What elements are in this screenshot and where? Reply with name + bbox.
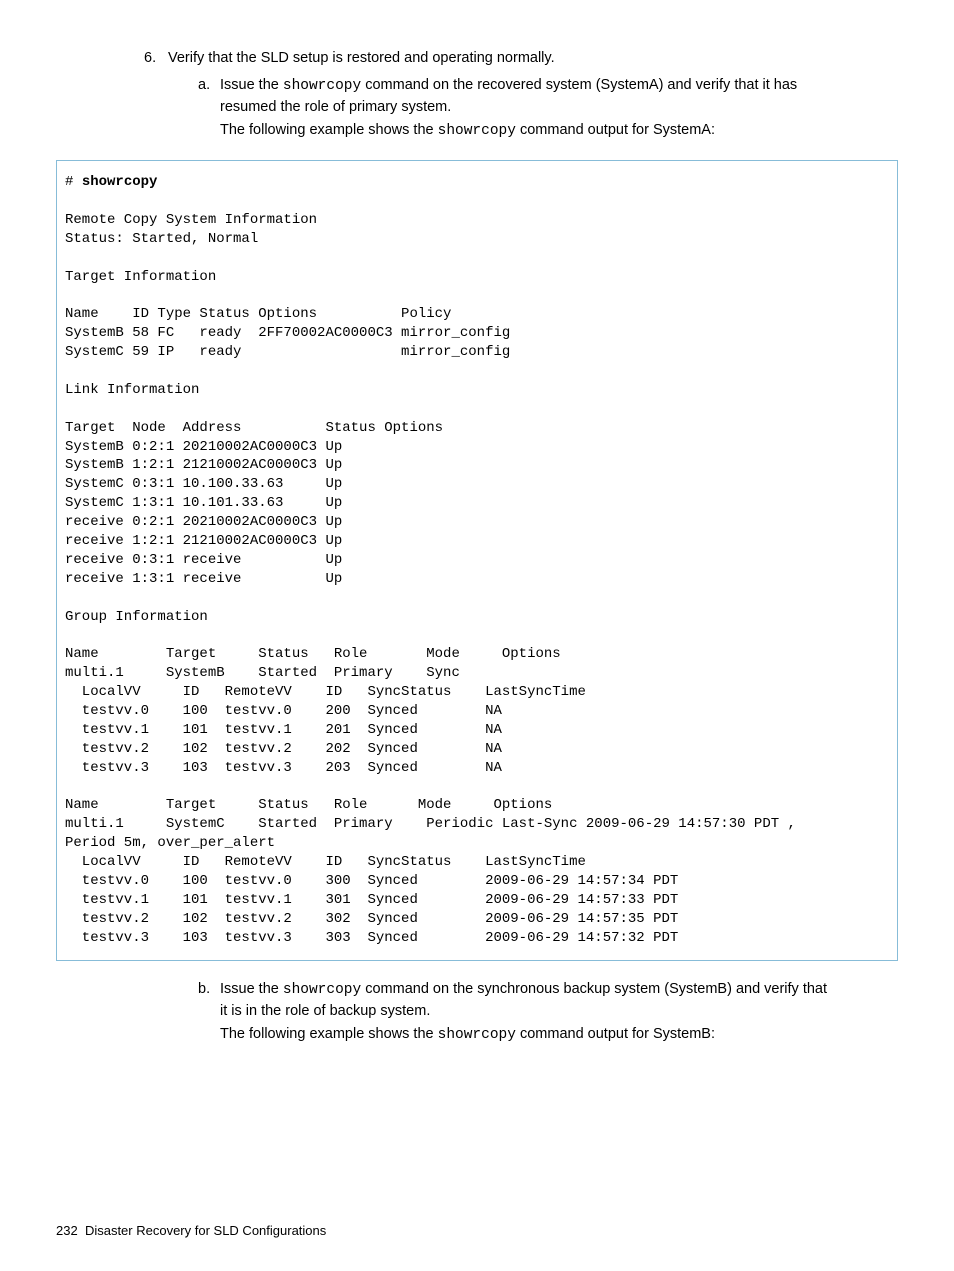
ordered-list-main: Verify that the SLD setup is restored an… (56, 48, 898, 142)
code-command: showrcopy (82, 174, 158, 190)
a-para-cmd: showrcopy (438, 123, 516, 139)
a-para: The following example shows the showrcop… (220, 120, 838, 142)
a-cmd: showrcopy (283, 78, 361, 94)
code-prompt: # (65, 174, 82, 190)
b-prefix: Issue the (220, 981, 283, 997)
page-footer: 232 Disaster Recovery for SLD Configurat… (56, 1222, 326, 1241)
item6-text: Verify that the SLD setup is restored an… (168, 50, 555, 66)
a-para-suffix: command output for SystemA: (516, 122, 715, 138)
footer-title: Disaster Recovery for SLD Configurations (85, 1223, 326, 1238)
sub-item-b: Issue the showrcopy command on the synch… (198, 979, 838, 1046)
ordered-list-main-cont: Issue the showrcopy command on the synch… (56, 979, 898, 1046)
code-output-box: # showrcopy Remote Copy System Informati… (56, 160, 898, 961)
b-para-prefix: The following example shows the (220, 1026, 438, 1042)
sublist-cont: Issue the showrcopy command on the synch… (168, 979, 838, 1046)
b-para-cmd: showrcopy (438, 1027, 516, 1043)
list-item-6: Verify that the SLD setup is restored an… (144, 48, 838, 142)
b-para: The following example shows the showrcop… (220, 1024, 838, 1046)
code-body: Remote Copy System Information Status: S… (65, 212, 796, 946)
sub-item-a: Issue the showrcopy command on the recov… (198, 75, 838, 142)
a-prefix: Issue the (220, 77, 283, 93)
b-para-suffix: command output for SystemB: (516, 1026, 715, 1042)
sublist: Issue the showrcopy command on the recov… (168, 75, 838, 142)
a-para-prefix: The following example shows the (220, 122, 438, 138)
page-number: 232 (56, 1223, 78, 1238)
b-cmd: showrcopy (283, 982, 361, 998)
